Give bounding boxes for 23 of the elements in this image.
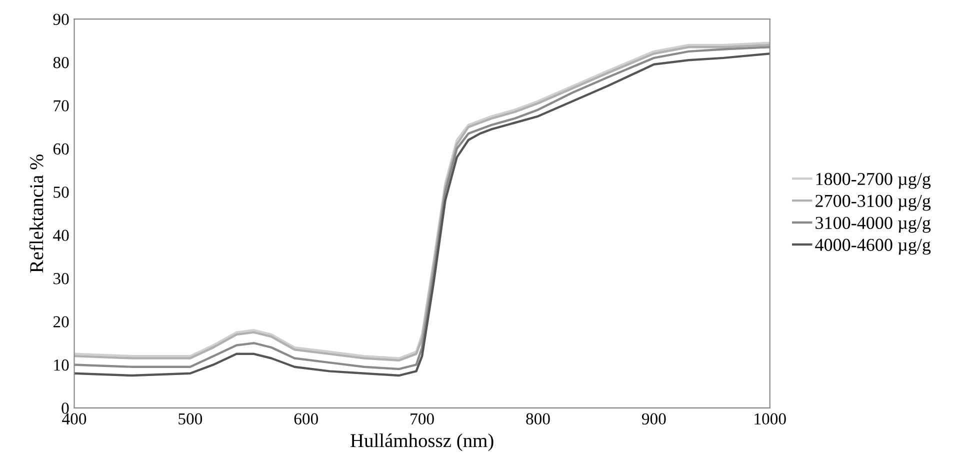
legend-label: 4000-4600 µg/g xyxy=(815,238,931,255)
x-tick-label: 1000 xyxy=(754,413,786,425)
x-tick-label: 400 xyxy=(62,413,86,425)
y-tick-label: 40 xyxy=(53,230,69,242)
x-tick-label: 600 xyxy=(294,413,318,425)
y-tick-label: 30 xyxy=(54,273,69,284)
y-tick-label: 50 xyxy=(54,186,69,198)
legend-label: 3100-4000 µg/g xyxy=(816,216,931,233)
x-tick-label: 800 xyxy=(526,413,550,425)
y-tick-label: 90 xyxy=(53,14,69,25)
legend-label: 2700-3100 µg/g xyxy=(816,194,931,211)
y-tick-label: 0 xyxy=(62,402,69,414)
y-tick-label: 10 xyxy=(54,359,69,371)
y-tick-label: 60 xyxy=(53,143,69,155)
y-axis-title: Reflektancia % xyxy=(29,154,44,273)
legend-label: 1800-2700 µg/g xyxy=(816,172,931,189)
x-tick-label: 700 xyxy=(410,413,434,425)
x-tick-label: 900 xyxy=(642,413,666,425)
y-tick-label: 70 xyxy=(54,100,69,112)
x-tick-label: 500 xyxy=(178,413,202,425)
y-tick-label: 20 xyxy=(53,316,69,328)
x-axis-title: Hullámhossz (nm) xyxy=(350,433,494,452)
y-tick-label: 80 xyxy=(53,56,69,68)
